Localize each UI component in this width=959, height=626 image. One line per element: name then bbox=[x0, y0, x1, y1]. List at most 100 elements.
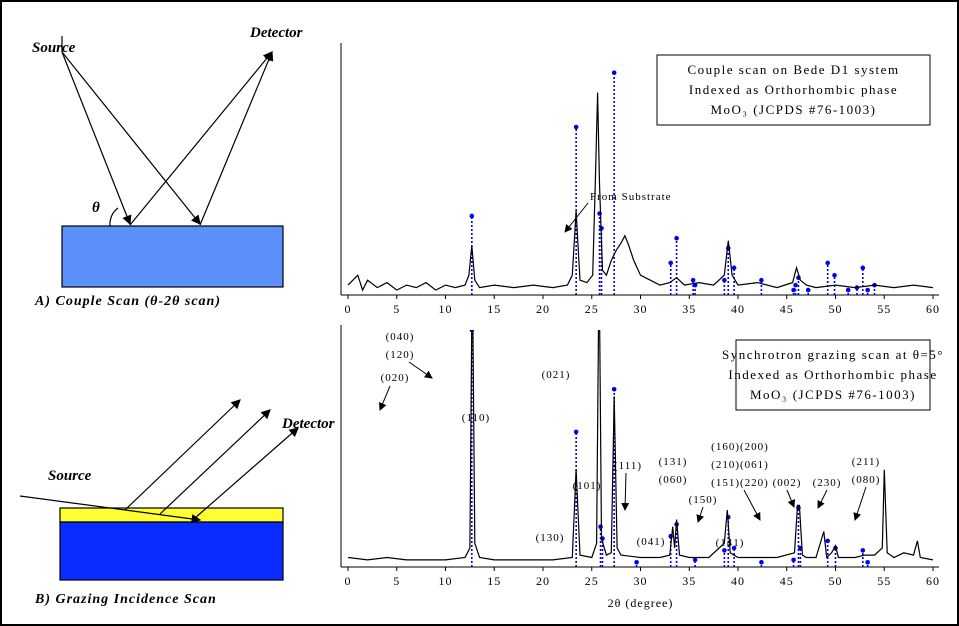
text-box bbox=[735, 339, 931, 411]
caption: A) Couple Scan (θ-2θ scan) bbox=[34, 294, 221, 309]
x-tick-label: 40 bbox=[731, 302, 745, 316]
x-tick-label: 20 bbox=[536, 574, 550, 588]
annotation: (160)(200) bbox=[711, 441, 769, 453]
diagram-b bbox=[19, 399, 299, 581]
x-tick-label: 50 bbox=[829, 574, 843, 588]
reference-dot bbox=[634, 559, 639, 565]
annotation: From Substrate bbox=[590, 191, 672, 203]
x-tick-label: 25 bbox=[585, 302, 599, 316]
source-label: Source bbox=[48, 468, 92, 484]
x-tick-label: 15 bbox=[487, 302, 501, 316]
annotation: (101) bbox=[573, 480, 602, 492]
reference-dot bbox=[722, 277, 727, 283]
reference-dot bbox=[845, 287, 851, 293]
x-axis-title: 2θ (degree) bbox=[608, 596, 674, 610]
x-tick-label: 5 bbox=[393, 302, 400, 316]
annotation: (111) bbox=[614, 460, 642, 472]
reference-dot bbox=[731, 265, 737, 271]
reference-dot bbox=[573, 429, 579, 435]
annotation: (120) bbox=[386, 349, 415, 361]
box-line: MoO₃ (JCPDS #76-1003) bbox=[710, 102, 876, 117]
reference-dot bbox=[832, 272, 837, 278]
reference-dot bbox=[791, 557, 796, 563]
annotation: (060) bbox=[659, 474, 688, 486]
angle-label: θ bbox=[92, 200, 100, 216]
annotation: (150) bbox=[689, 494, 718, 506]
reference-dot bbox=[611, 386, 617, 392]
diagram-a bbox=[61, 36, 284, 288]
annotation-arrow bbox=[786, 489, 796, 508]
x-tick-label: 10 bbox=[439, 302, 453, 316]
annotation: (041) bbox=[637, 536, 666, 548]
reference-dot bbox=[759, 559, 764, 565]
text-box bbox=[656, 54, 931, 126]
reference-dot bbox=[865, 287, 870, 293]
x-tick-label: 55 bbox=[877, 574, 891, 588]
reference-dot bbox=[793, 282, 798, 288]
annotation-arrow bbox=[853, 486, 867, 521]
reference-dot bbox=[722, 548, 727, 553]
box-line: Synchrotron grazing scan at θ=5° bbox=[722, 347, 944, 362]
reference-dot bbox=[668, 260, 674, 266]
annotation-arrow bbox=[621, 472, 630, 511]
box-line: Couple scan on Bede D1 system bbox=[687, 62, 899, 77]
reference-dot bbox=[860, 265, 866, 271]
annotation-arrow bbox=[564, 202, 589, 233]
reference-dot bbox=[825, 260, 830, 266]
reference-dot bbox=[791, 287, 796, 293]
annotation: (002) bbox=[773, 477, 802, 489]
annotation: (020) bbox=[381, 372, 410, 384]
source-label: Source bbox=[32, 40, 76, 56]
x-tick-label: 0 bbox=[345, 302, 352, 316]
annotation: (210)(061) bbox=[711, 459, 769, 471]
detector-label: Detector bbox=[281, 416, 335, 432]
x-tick-label: 15 bbox=[487, 574, 501, 588]
annotation: (151)(220) bbox=[711, 477, 769, 489]
x-tick-label: 45 bbox=[780, 574, 794, 588]
annotation: (211) bbox=[852, 456, 880, 468]
reference-dot bbox=[674, 235, 679, 241]
annotation: (130) bbox=[536, 532, 565, 544]
annotation: (110) bbox=[462, 412, 490, 424]
caption: B) Grazing Incidence Scan bbox=[34, 592, 217, 607]
reference-dot bbox=[865, 559, 870, 565]
reference-dot bbox=[692, 557, 698, 563]
box-line: MoO₃ (JCPDS #76-1003) bbox=[750, 387, 916, 402]
annotation: (040) bbox=[386, 331, 415, 343]
x-tick-label: 60 bbox=[926, 574, 940, 588]
x-tick-label: 50 bbox=[829, 302, 843, 316]
x-tick-label: 45 bbox=[780, 302, 794, 316]
x-tick-label: 30 bbox=[634, 574, 648, 588]
annotation: (080) bbox=[852, 474, 881, 486]
box-line: Indexed as Orthorhombic phase bbox=[728, 367, 937, 382]
reference-dot bbox=[825, 538, 830, 544]
x-tick-label: 20 bbox=[536, 302, 550, 316]
plot-area bbox=[347, 330, 934, 567]
annotation: (131) bbox=[659, 456, 688, 468]
reference-dot bbox=[731, 545, 737, 551]
reference-dot bbox=[759, 277, 764, 283]
x-tick-label: 60 bbox=[926, 302, 940, 316]
annotation-arrow bbox=[696, 506, 705, 523]
detector-label: Detector bbox=[249, 25, 303, 41]
x-tick-label: 35 bbox=[682, 574, 696, 588]
annotation: (230) bbox=[813, 477, 842, 489]
reference-dot bbox=[573, 124, 579, 130]
x-tick-label: 25 bbox=[585, 574, 599, 588]
plot-area bbox=[347, 70, 934, 295]
box-line: Indexed as Orthorhombic phase bbox=[689, 82, 898, 97]
annotation-arrow bbox=[743, 489, 761, 521]
x-tick-label: 40 bbox=[731, 574, 745, 588]
annotation-arrow bbox=[379, 385, 391, 411]
annotation: (141) bbox=[716, 537, 745, 549]
reference-dot bbox=[598, 524, 603, 530]
annotation: (021) bbox=[542, 369, 571, 381]
x-tick-label: 35 bbox=[682, 302, 696, 316]
x-tick-label: 10 bbox=[439, 574, 453, 588]
reference-dot bbox=[690, 277, 696, 283]
diffraction-pattern bbox=[347, 92, 934, 292]
reference-dot bbox=[805, 287, 811, 293]
x-tick-label: 30 bbox=[634, 302, 648, 316]
